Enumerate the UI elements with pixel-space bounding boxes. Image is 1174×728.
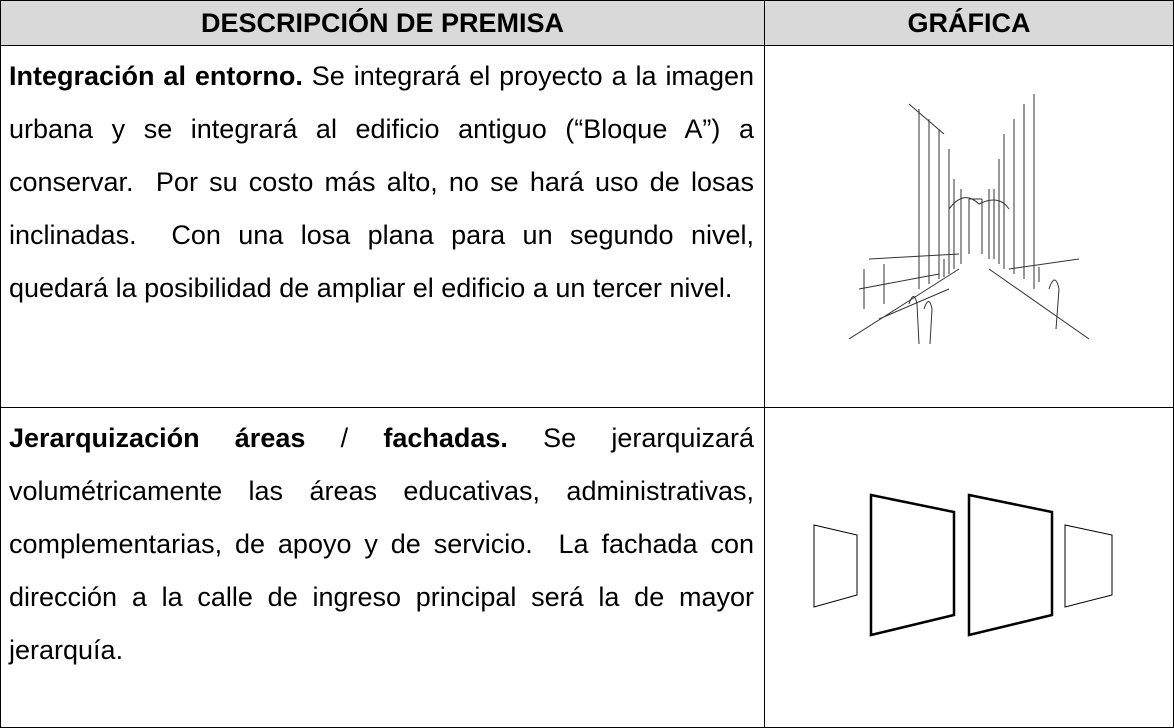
premise-title: Jerarquización áreas bbox=[9, 423, 306, 453]
graphic-cell bbox=[764, 407, 1174, 728]
description-cell: Integración al entorno. Se integrará el … bbox=[0, 45, 765, 408]
graphic-cell bbox=[764, 45, 1174, 408]
premise-title-end: fachadas. bbox=[383, 423, 508, 453]
premise-title: Integración al entorno. bbox=[9, 61, 303, 91]
column-header: GRÁFICA bbox=[764, 0, 1174, 46]
description-cell: Jerarquización áreas / fachadas. Se jera… bbox=[0, 407, 765, 728]
facade-hierarchy-diagram bbox=[813, 493, 1113, 637]
header-row: DESCRIPCIÓN DE PREMISA GRÁFICA bbox=[0, 0, 1174, 46]
premise-text: Se integrará el proyecto a la imagen urb… bbox=[9, 61, 762, 303]
title-separator: / bbox=[340, 423, 349, 453]
column-header: DESCRIPCIÓN DE PREMISA bbox=[0, 0, 765, 46]
table-row: Integración al entorno. Se integrará el … bbox=[0, 45, 1174, 408]
table-row: Jerarquización áreas / fachadas. Se jera… bbox=[0, 407, 1174, 728]
urban-sketch bbox=[848, 94, 1090, 345]
premise-text: Se jerarquizará volumétricamente las áre… bbox=[9, 423, 762, 665]
